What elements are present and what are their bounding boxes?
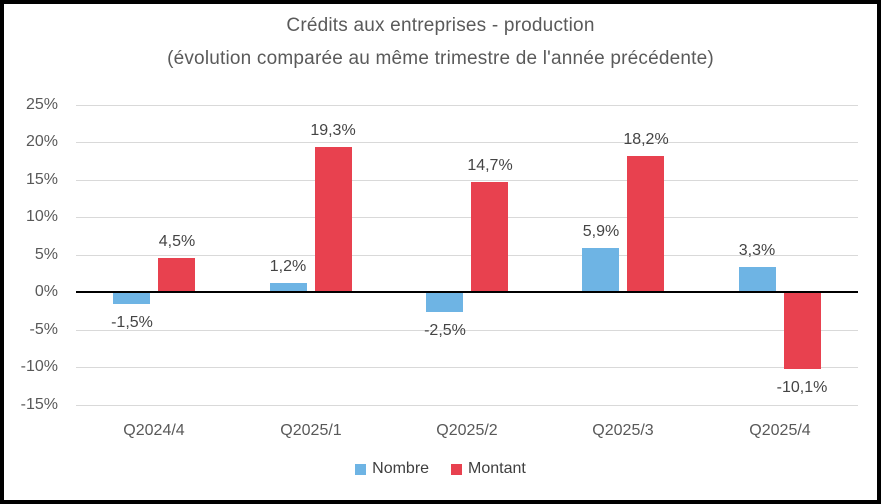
y-gridline — [76, 142, 858, 143]
legend-label-montant: Montant — [468, 460, 526, 477]
bar-montant-Q2025/1 — [315, 147, 352, 292]
x-axis-tick-label: Q2025/1 — [280, 422, 342, 439]
legend-label-nombre: Nombre — [372, 460, 430, 477]
x-axis-line — [76, 291, 858, 293]
y-axis-tick-label: 20% — [25, 133, 58, 150]
bar-nombre-Q2025/2 — [426, 293, 463, 312]
y-axis-tick-label: 15% — [25, 171, 58, 188]
bar-montant-Q2025/2 — [471, 182, 508, 292]
y-gridline — [76, 105, 858, 106]
bar-montant-Q2025/4 — [784, 293, 821, 369]
y-axis-tick-label: -5% — [29, 321, 58, 338]
data-label: 19,3% — [310, 122, 356, 139]
data-label: 14,7% — [467, 157, 513, 174]
chart-subtitle: (évolution comparée au même trimestre de… — [167, 48, 714, 69]
data-label: -10,1% — [776, 379, 828, 396]
x-axis-tick-label: Q2025/2 — [436, 422, 498, 439]
y-axis-tick-label: 0% — [34, 283, 58, 300]
bar-montant-Q2024/4 — [158, 258, 195, 292]
legend-swatch-nombre-icon — [355, 463, 367, 475]
y-axis-tick-label: -15% — [20, 396, 58, 413]
y-axis-tick-label: 25% — [25, 96, 58, 113]
data-label: 4,5% — [158, 233, 196, 250]
data-label: 18,2% — [623, 131, 669, 148]
chart-title: Crédits aux entreprises - production — [286, 15, 595, 36]
y-gridline — [76, 217, 858, 218]
bar-nombre-Q2024/4 — [113, 293, 150, 304]
y-axis-tick-label: 5% — [34, 246, 58, 263]
x-axis-tick-label: Q2025/3 — [592, 422, 654, 439]
data-label: -2,5% — [424, 322, 466, 339]
x-axis-tick-label: Q2024/4 — [123, 422, 185, 439]
data-label: 3,3% — [738, 242, 776, 259]
data-label: 5,9% — [582, 223, 620, 240]
y-gridline — [76, 180, 858, 181]
y-gridline — [76, 330, 858, 331]
legend-item-nombre: Nombre — [355, 460, 429, 478]
legend: Nombre Montant — [0, 460, 881, 478]
y-gridline — [76, 405, 858, 406]
bar-nombre-Q2025/3 — [582, 248, 619, 292]
y-gridline — [76, 367, 858, 368]
legend-item-montant: Montant — [451, 460, 526, 478]
bar-montant-Q2025/3 — [627, 156, 664, 293]
y-axis-tick-label: -10% — [20, 358, 58, 375]
bar-nombre-Q2025/1 — [270, 283, 307, 292]
x-axis-tick-label: Q2025/4 — [749, 422, 811, 439]
data-label: -1,5% — [111, 314, 153, 331]
bar-nombre-Q2025/4 — [739, 267, 776, 292]
y-gridline — [76, 255, 858, 256]
y-axis-tick-label: 10% — [25, 208, 58, 225]
legend-swatch-montant-icon — [451, 463, 463, 475]
data-label: 1,2% — [269, 258, 307, 275]
